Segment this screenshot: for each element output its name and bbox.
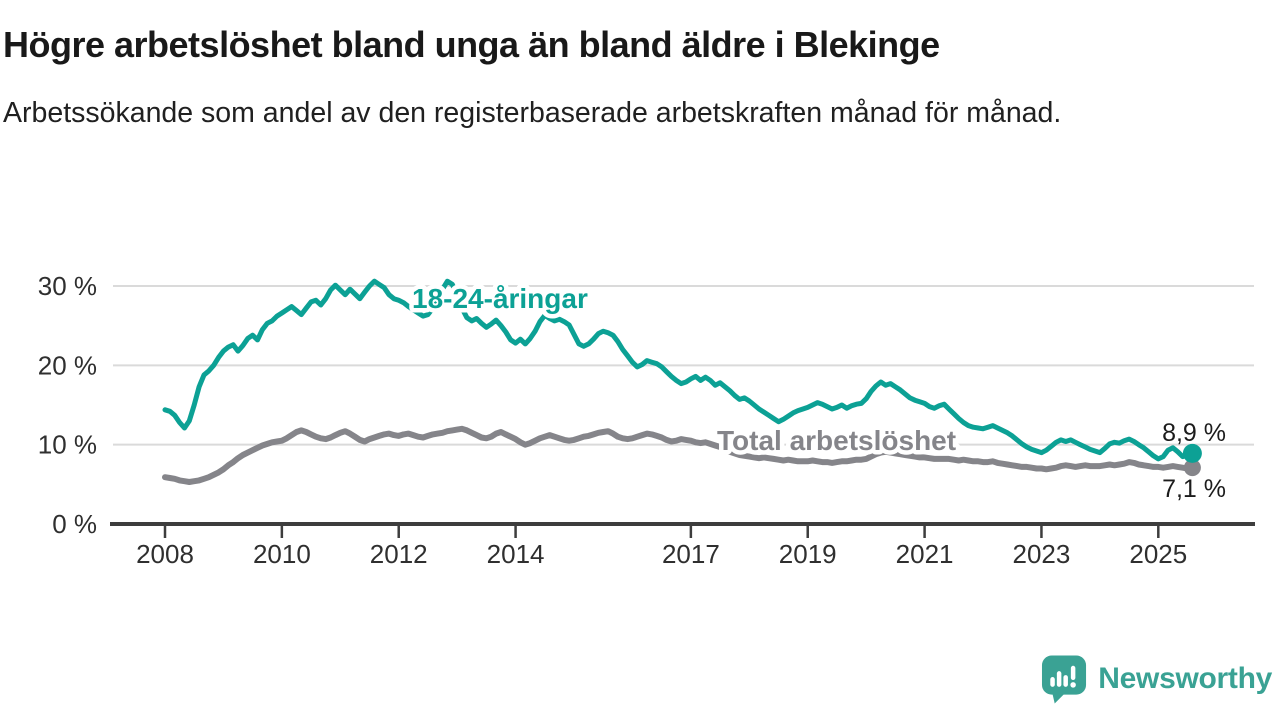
x-axis-label: 2023 <box>1013 539 1071 569</box>
series-line-youth <box>162 278 1195 462</box>
y-axis-label: 0 % <box>52 509 97 539</box>
x-axis-label: 2010 <box>253 539 311 569</box>
x-axis-label: 2021 <box>896 539 954 569</box>
end-dot-youth <box>1182 443 1202 463</box>
series-label-youth: 18-24-åringar <box>412 283 588 314</box>
series-label-total: Total arbetslöshet <box>717 425 956 456</box>
y-axis-label: 20 % <box>38 350 97 380</box>
y-axis-label: 30 % <box>38 271 97 301</box>
newsworthy-logo-icon <box>1042 655 1087 704</box>
x-axis-label: 2012 <box>370 539 428 569</box>
series-line-total <box>162 425 1196 485</box>
x-axis-label: 2019 <box>779 539 837 569</box>
chart-title: Högre arbetslöshet bland unga än bland ä… <box>3 24 940 65</box>
x-axis-label: 2008 <box>136 539 194 569</box>
end-value-label-total: 7,1 % <box>1162 475 1226 503</box>
x-axis-label: 2014 <box>487 539 545 569</box>
x-axis-label: 2025 <box>1129 539 1187 569</box>
chart-subtitle: Arbetssökande som andel av den registerb… <box>3 97 1062 130</box>
newsworthy-logo-text: Newsworthy <box>1098 662 1272 695</box>
x-axis-label: 2017 <box>662 539 720 569</box>
end-dot-total <box>1183 459 1201 477</box>
newsworthy-logo: Newsworthy <box>1041 654 1272 704</box>
header: Högre arbetslöshet bland unga än bland ä… <box>3 0 1273 136</box>
y-axis-label: 10 % <box>38 430 97 460</box>
end-value-label-youth: 8,9 % <box>1162 419 1226 447</box>
